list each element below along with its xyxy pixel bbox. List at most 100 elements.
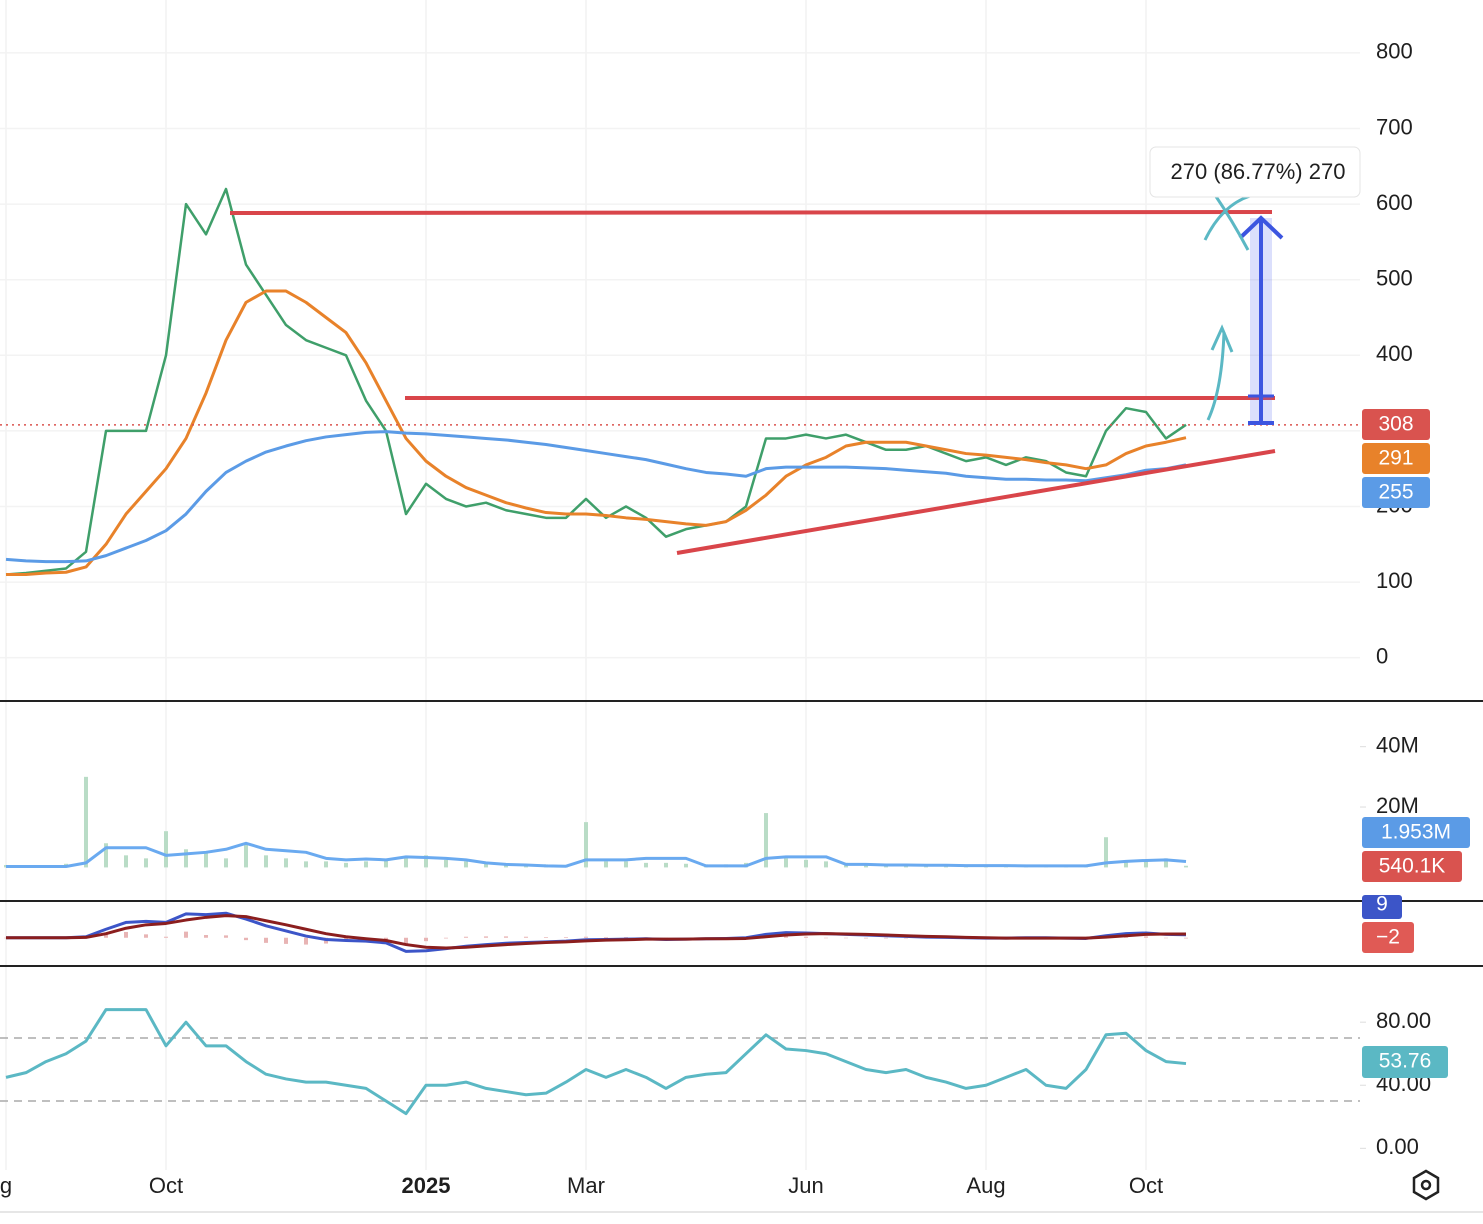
bar bbox=[224, 935, 228, 938]
x-tick-label: Oct bbox=[1129, 1173, 1163, 1198]
bar bbox=[204, 935, 208, 938]
bar bbox=[1124, 861, 1128, 868]
badges: 308 291 255 1.953M 540.1K 9 −2 53.76 bbox=[1362, 409, 1470, 1078]
bar bbox=[624, 937, 628, 938]
bar bbox=[524, 936, 528, 938]
y-tick-label: 40M bbox=[1376, 732, 1419, 757]
bar bbox=[324, 861, 328, 868]
y-tick-label: 80.00 bbox=[1376, 1008, 1431, 1033]
x-tick-label: g bbox=[0, 1173, 12, 1198]
y-tick-label: 600 bbox=[1376, 190, 1413, 215]
bar bbox=[664, 862, 668, 868]
bar bbox=[584, 822, 588, 868]
ma-badge: 255 bbox=[1378, 481, 1413, 504]
bar bbox=[124, 855, 128, 868]
bar bbox=[844, 937, 848, 939]
bar bbox=[404, 858, 408, 868]
bar bbox=[1144, 861, 1148, 868]
bar bbox=[824, 937, 828, 939]
volume-ma-badge: 1.953M bbox=[1381, 821, 1451, 844]
bar bbox=[164, 936, 168, 938]
bar bbox=[144, 858, 148, 868]
bar bbox=[184, 849, 188, 868]
badge bbox=[1362, 895, 1402, 919]
y-tick-label: 100 bbox=[1376, 568, 1413, 593]
macd-badge: 9 bbox=[1376, 893, 1388, 916]
bar bbox=[264, 855, 268, 868]
badge bbox=[1362, 477, 1430, 508]
bar bbox=[864, 937, 868, 939]
bar bbox=[1184, 937, 1188, 939]
rsi-badge: 53.76 bbox=[1379, 1050, 1432, 1073]
badge bbox=[1362, 1046, 1448, 1078]
bar bbox=[404, 937, 408, 945]
bar bbox=[304, 861, 308, 868]
price-badge: 308 bbox=[1378, 413, 1413, 436]
bar bbox=[1104, 837, 1108, 868]
series-line bbox=[5, 1008, 1187, 1116]
x-tick-label: 2025 bbox=[402, 1173, 451, 1198]
series-line bbox=[6, 914, 1186, 950]
badge bbox=[1362, 922, 1414, 953]
bar bbox=[1164, 937, 1168, 939]
bar bbox=[604, 937, 608, 938]
bar bbox=[264, 937, 268, 943]
bar bbox=[484, 862, 488, 868]
separators bbox=[0, 700, 1483, 1213]
measure-label-box bbox=[1149, 146, 1361, 198]
series-line bbox=[6, 911, 1187, 953]
bar bbox=[1184, 865, 1188, 868]
resistance-line bbox=[229, 210, 1273, 215]
bar bbox=[504, 936, 508, 938]
bar bbox=[244, 937, 248, 941]
bar bbox=[424, 855, 428, 868]
series-line bbox=[5, 187, 1187, 576]
bar bbox=[544, 937, 548, 938]
y-tick-label: 800 bbox=[1376, 39, 1413, 64]
bar bbox=[384, 859, 388, 868]
bar bbox=[1164, 858, 1168, 868]
bar bbox=[104, 933, 108, 938]
bar bbox=[344, 862, 348, 868]
bar bbox=[804, 859, 808, 868]
settings-icon bbox=[1420, 1179, 1432, 1191]
bar bbox=[364, 861, 368, 868]
bar bbox=[584, 936, 588, 938]
bar bbox=[384, 937, 388, 941]
bar bbox=[904, 937, 908, 939]
bar bbox=[284, 858, 288, 868]
bar bbox=[424, 937, 428, 942]
y-tick-label: 500 bbox=[1376, 266, 1413, 291]
series-line bbox=[5, 430, 1187, 564]
bar bbox=[304, 937, 308, 945]
badge bbox=[1362, 443, 1430, 474]
y-tick-label: 20M bbox=[1376, 793, 1419, 818]
bar bbox=[504, 864, 508, 868]
bar bbox=[564, 937, 568, 938]
bar bbox=[244, 843, 248, 868]
badge bbox=[1362, 409, 1430, 440]
measure-label: 270 (86.77%) 270 bbox=[1171, 159, 1346, 184]
bar bbox=[784, 858, 788, 868]
bar bbox=[464, 861, 468, 868]
sketch-arrow-head bbox=[1210, 324, 1234, 353]
measure-arrow-head bbox=[1238, 215, 1284, 240]
y-tick-label: 400 bbox=[1376, 341, 1413, 366]
settings-button[interactable] bbox=[1412, 1169, 1440, 1201]
badge bbox=[1362, 851, 1462, 882]
sketch-arrow bbox=[1206, 331, 1226, 421]
bar bbox=[784, 935, 788, 938]
bar bbox=[104, 843, 108, 868]
bar bbox=[1144, 936, 1148, 938]
trend-line bbox=[676, 449, 1276, 555]
bar bbox=[224, 858, 228, 868]
x-tick-label: Oct bbox=[149, 1173, 183, 1198]
bar bbox=[684, 863, 688, 868]
x-tick-label: Aug bbox=[966, 1173, 1005, 1198]
y-tick-label: 0.00 bbox=[1376, 1134, 1419, 1159]
y-tick-label: 0 bbox=[1376, 643, 1388, 668]
sketch-cross bbox=[1213, 194, 1250, 251]
bar bbox=[444, 859, 448, 868]
bar bbox=[184, 931, 188, 938]
